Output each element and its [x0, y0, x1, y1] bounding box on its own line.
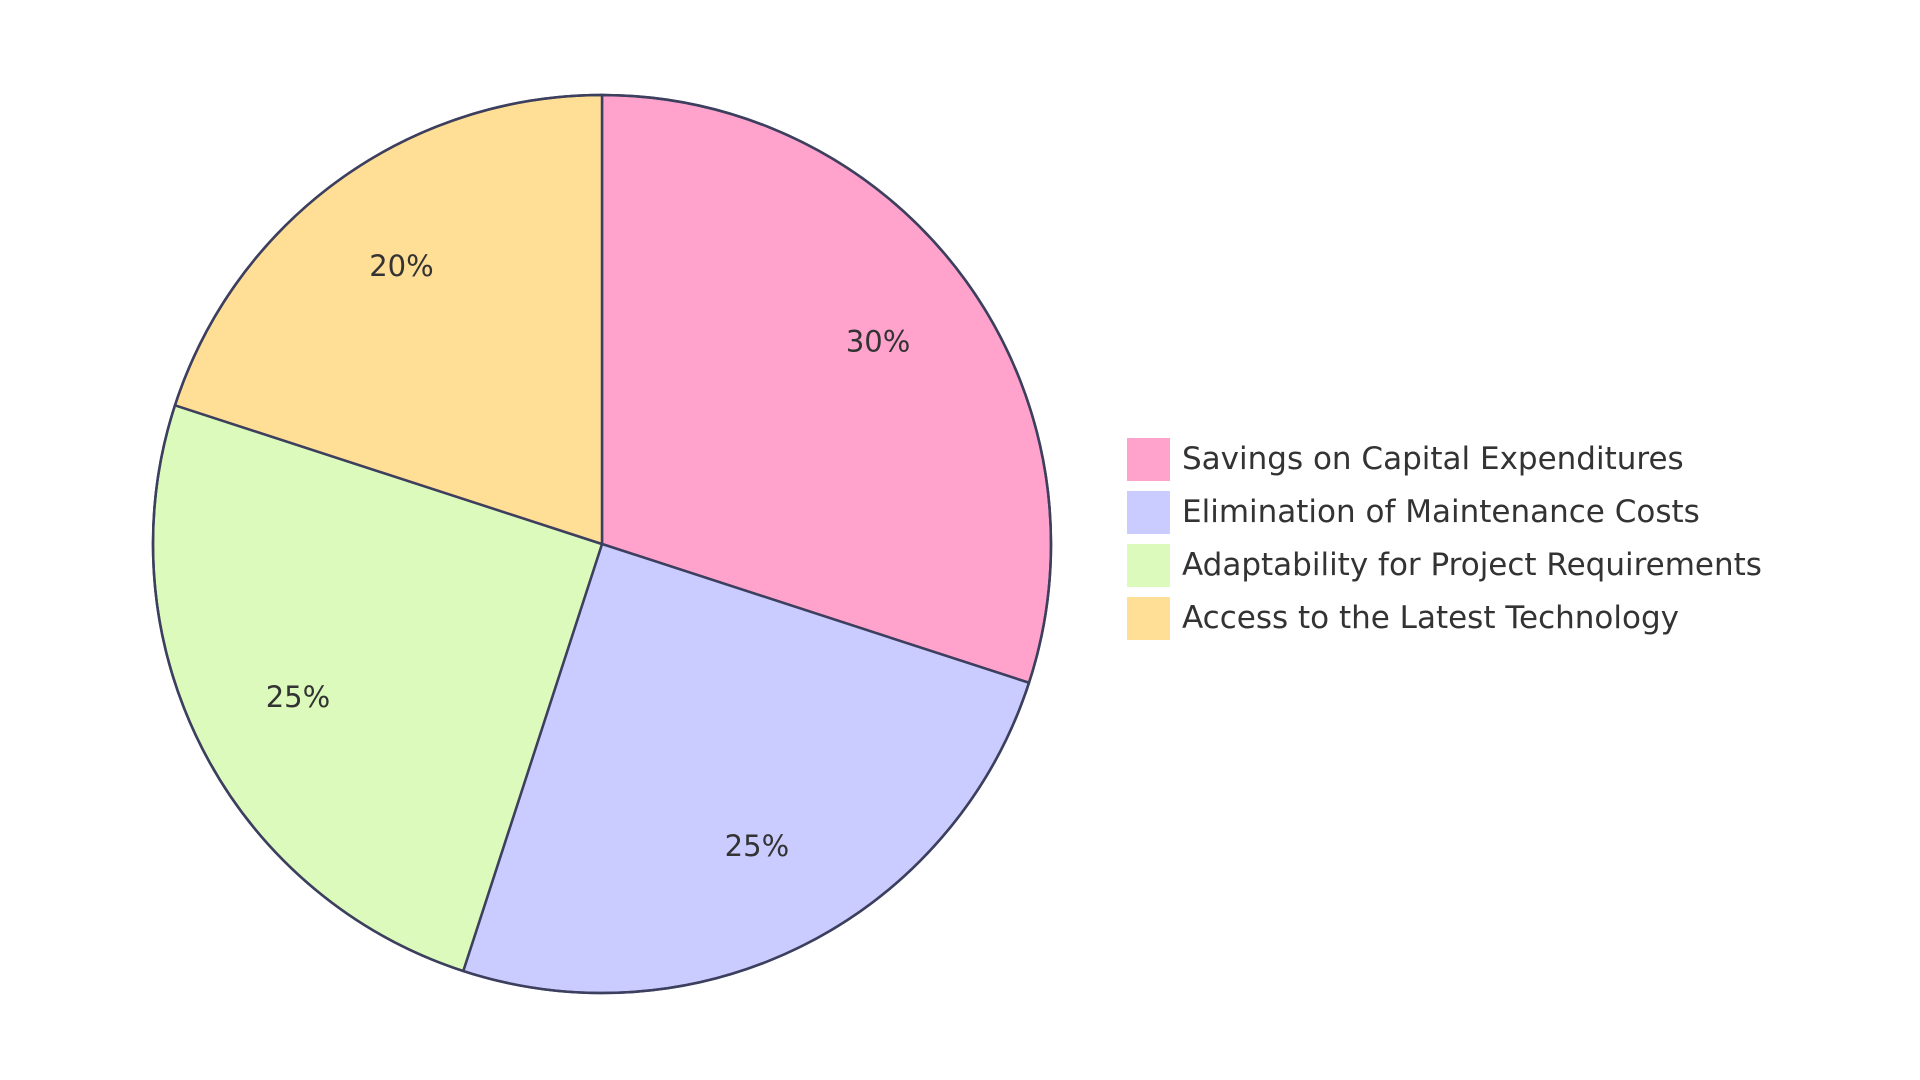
value-label: 25% [266, 680, 330, 714]
legend-swatch [1125, 436, 1172, 483]
pie-outline [151, 93, 1053, 995]
legend-swatch [1125, 542, 1172, 589]
legend-swatch [1125, 489, 1172, 536]
value-label: 25% [725, 829, 789, 863]
legend-swatch [1125, 595, 1172, 642]
value-label: 20% [369, 249, 433, 283]
legend-label: Adaptability for Project Requirements [1182, 547, 1762, 583]
legend-label: Access to the Latest Technology [1182, 600, 1679, 636]
legend-label: Elimination of Maintenance Costs [1182, 494, 1700, 530]
legend-label: Savings on Capital Expenditures [1182, 441, 1684, 477]
value-label: 30% [846, 324, 910, 358]
